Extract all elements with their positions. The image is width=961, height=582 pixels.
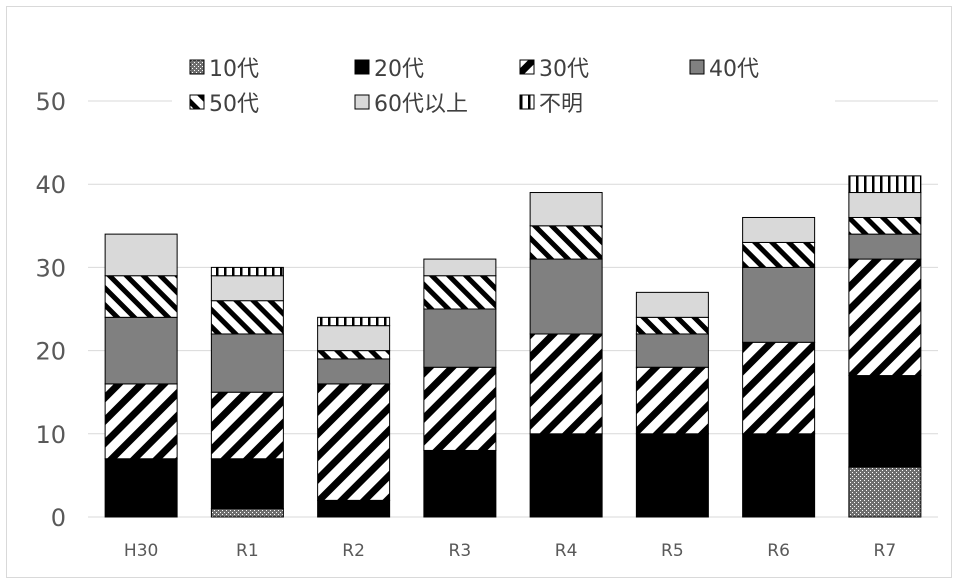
x-tick-label: R7 [874, 541, 897, 561]
legend-label: 50代 [209, 92, 259, 117]
bar-segment [848, 175, 922, 194]
bar-segment [210, 333, 284, 393]
bar-segment [848, 258, 922, 377]
bar-segment [104, 233, 178, 277]
legend-swatch [189, 94, 205, 110]
bar-segment [742, 433, 816, 518]
x-tick-label: R1 [236, 541, 259, 561]
legend-swatch [689, 59, 705, 75]
bar-segment [848, 375, 922, 468]
bar-segment [742, 241, 816, 268]
bar-segment [423, 258, 497, 277]
x-tick-label: R4 [555, 541, 578, 561]
bar-segment [210, 275, 284, 302]
legend-label: 10代 [209, 57, 259, 82]
bar-segment [423, 366, 497, 451]
legend-label: 40代 [709, 57, 759, 82]
bar-segment [317, 499, 391, 518]
bar-segment [848, 192, 922, 218]
bar-segment [317, 383, 391, 501]
legend-swatch [519, 94, 535, 110]
bar-segment [104, 383, 178, 460]
x-tick-label: H30 [124, 541, 158, 561]
x-tick-label: R2 [342, 541, 365, 561]
bar-segment [529, 225, 603, 260]
x-axis-ticks: H30 R1 R2 R3 R4 R5 R6 R7 [124, 541, 896, 561]
bar-segment [635, 333, 709, 368]
x-tick-label: R3 [449, 541, 472, 561]
bar-segment [529, 258, 603, 335]
bar-segment [317, 325, 391, 352]
bar-segment [210, 266, 284, 277]
bar-segment [848, 216, 922, 235]
legend-swatch [519, 59, 535, 75]
bar-segment [742, 341, 816, 435]
bars [104, 175, 922, 518]
y-tick-label: 0 [51, 504, 66, 532]
bar-segment [104, 275, 178, 318]
legend-label: 不明 [539, 92, 583, 117]
bar-segment [635, 291, 709, 318]
bar-segment [529, 433, 603, 518]
chart-frame [6, 6, 952, 578]
bar-segment [210, 458, 284, 510]
y-tick-label: 20 [35, 338, 66, 366]
legend: 10代 20代 30代 40代 50代 60代以上 不明 [189, 57, 759, 117]
bar-segment [529, 333, 603, 435]
bar-segment [210, 508, 284, 518]
legend-swatch [189, 59, 205, 75]
bar-segment [848, 466, 922, 518]
y-tick-label: 10 [35, 421, 66, 449]
bar-segment [635, 433, 709, 518]
bar-segment [317, 350, 391, 360]
bar-segment [317, 316, 391, 327]
y-axis-ticks: 0 10 20 30 40 50 [35, 88, 66, 532]
legend-swatch [354, 59, 370, 75]
bar-segment [423, 449, 497, 518]
y-tick-label: 40 [35, 171, 66, 199]
legend-label: 30代 [539, 57, 589, 82]
bar-segment [742, 216, 816, 243]
legend-label: 60代以上 [374, 92, 468, 117]
bar-segment [210, 300, 284, 335]
bar-segment [210, 391, 284, 460]
bar-segment [423, 308, 497, 368]
bar-segment [742, 266, 816, 343]
x-tick-label: R6 [767, 541, 790, 561]
legend-label: 20代 [374, 57, 424, 82]
bar-segment [104, 458, 178, 518]
legend-swatch [354, 94, 370, 110]
bar-segment [635, 366, 709, 435]
bar-segment [104, 316, 178, 385]
y-tick-label: 30 [35, 254, 66, 282]
bar-segment [529, 192, 603, 227]
y-tick-label: 50 [35, 88, 66, 116]
bar-segment [423, 275, 497, 310]
bar-segment [848, 233, 922, 260]
bar-segment [635, 316, 709, 335]
bar-segment [317, 358, 391, 385]
x-tick-label: R5 [661, 541, 684, 561]
